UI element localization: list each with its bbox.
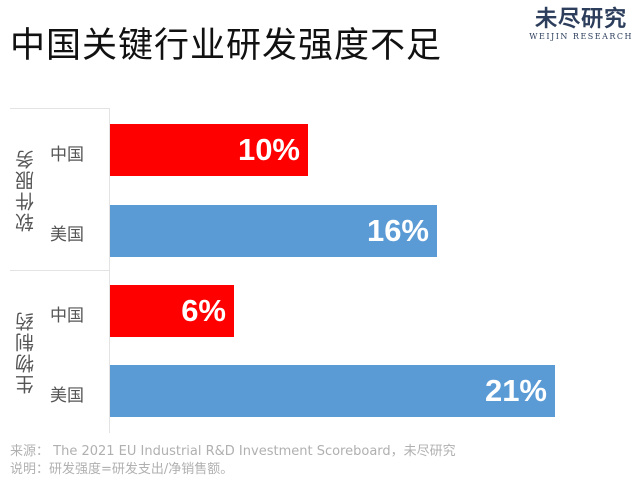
bar-biopharma-usa: 21% <box>110 365 555 417</box>
group-divider-middle <box>10 270 110 271</box>
category-label-usa: 美国 <box>50 386 84 406</box>
bar-software-usa: 16% <box>110 205 437 257</box>
page-title: 中国关键行业研发强度不足 <box>10 26 443 66</box>
group-divider-top <box>10 108 110 109</box>
brand-name-en: WEIJIN RESEARCH <box>529 32 633 41</box>
brand-logo: 未尽研究 WEIJIN RESEARCH <box>529 6 633 42</box>
category-label-usa: 美国 <box>50 225 84 245</box>
brand-name-cn: 未尽研究 <box>535 6 628 32</box>
group-label-software: 软件服务 <box>15 148 37 232</box>
category-label-china: 中国 <box>50 145 84 165</box>
source-note: 来源： The 2021 EU Industrial R&D Investmen… <box>10 444 456 459</box>
bar-value-label: 21% <box>484 373 547 408</box>
group-label-biopharma: 生物制药 <box>15 310 37 394</box>
bar-value-label: 10% <box>237 132 300 167</box>
category-label-china: 中国 <box>50 306 84 326</box>
bar-biopharma-china: 6% <box>110 285 234 337</box>
bar-value-label: 16% <box>366 213 429 248</box>
bar-software-china: 10% <box>110 124 308 176</box>
definition-note: 说明：研发强度=研发支出/净销售额。 <box>10 462 234 477</box>
bar-value-label: 6% <box>181 293 226 328</box>
